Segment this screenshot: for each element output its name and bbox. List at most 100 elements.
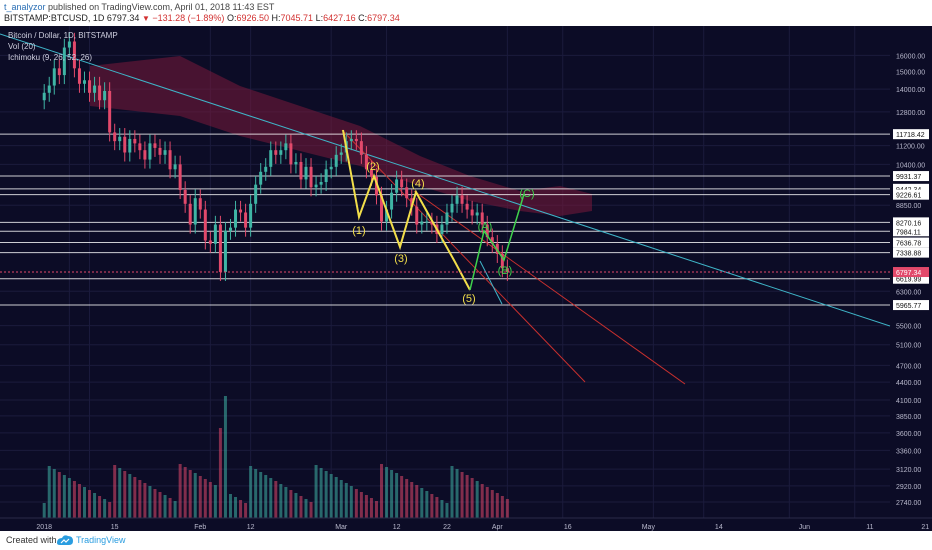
author-link[interactable]: t_analyzor bbox=[4, 2, 46, 12]
candle-body bbox=[168, 150, 172, 170]
candle-body bbox=[254, 184, 258, 204]
candle-body bbox=[319, 182, 323, 185]
candle-body bbox=[485, 224, 489, 238]
candle-body bbox=[203, 209, 207, 241]
volume-bar bbox=[72, 481, 76, 518]
volume-bar bbox=[440, 500, 444, 518]
level-price-box bbox=[893, 226, 929, 237]
price-chart[interactable]: 11718.429931.379442.349226.618270.167984… bbox=[0, 26, 932, 531]
low-value: 6427.16 bbox=[323, 13, 356, 23]
volume-bar bbox=[294, 493, 298, 518]
price-tick-label: 14000.00 bbox=[896, 87, 925, 94]
volume-bar bbox=[158, 492, 162, 518]
volume-bar bbox=[103, 499, 107, 518]
level-price-label: 8270.16 bbox=[896, 220, 921, 227]
volume-bar bbox=[485, 487, 489, 518]
chart-panel[interactable]: 11718.429931.379442.349226.618270.167984… bbox=[0, 26, 932, 531]
volume-bar bbox=[274, 481, 278, 518]
legend-volume: Vol (20) bbox=[8, 42, 36, 51]
corrective-wave-path bbox=[469, 193, 525, 291]
candle-body bbox=[133, 138, 137, 144]
tradingview-brand[interactable]: TradingView bbox=[76, 535, 126, 545]
price-tick-label: 11200.00 bbox=[896, 144, 925, 151]
candle-body bbox=[380, 195, 384, 222]
candle-body bbox=[143, 150, 147, 160]
candle-body bbox=[450, 203, 454, 213]
candle-body bbox=[495, 243, 499, 254]
candle-body bbox=[67, 41, 71, 48]
candle-body bbox=[359, 141, 363, 155]
volume-bar bbox=[244, 503, 248, 518]
candle-body bbox=[390, 192, 394, 210]
volume-bar bbox=[284, 487, 288, 518]
candle-body bbox=[158, 147, 162, 155]
candle-body bbox=[244, 212, 248, 228]
time-tick-label: 22 bbox=[443, 524, 451, 531]
tradingview-logo-icon bbox=[57, 535, 73, 545]
price-tick-label: 4400.00 bbox=[896, 380, 921, 387]
level-price-label: 6619.99 bbox=[896, 277, 921, 284]
candle-body bbox=[500, 253, 504, 269]
candle-body bbox=[430, 221, 434, 225]
time-tick-label: 16 bbox=[564, 524, 572, 531]
price-tick-label: 10400.00 bbox=[896, 162, 925, 169]
time-tick-label: 21 bbox=[921, 524, 929, 531]
volume-bar bbox=[390, 470, 394, 518]
volume-bar bbox=[228, 494, 232, 518]
candle-body bbox=[324, 169, 328, 183]
candle-body bbox=[173, 164, 177, 170]
candle-body bbox=[188, 203, 192, 225]
candle-body bbox=[284, 143, 288, 151]
candle-body bbox=[153, 143, 157, 148]
candle-body bbox=[349, 138, 353, 142]
volume-bar bbox=[400, 476, 404, 518]
volume-bar bbox=[314, 465, 318, 518]
volume-bar bbox=[218, 428, 222, 518]
candle-body bbox=[294, 161, 298, 165]
candle-body bbox=[470, 209, 474, 216]
level-price-box bbox=[893, 217, 929, 228]
volume-bar bbox=[480, 484, 484, 518]
ichimoku-cloud bbox=[90, 56, 592, 216]
candle-body bbox=[505, 268, 509, 272]
candle-body bbox=[72, 41, 76, 69]
candle-body bbox=[198, 198, 202, 210]
price-tick-label: 6300.00 bbox=[896, 289, 921, 296]
candle-body bbox=[369, 169, 373, 177]
volume-bar bbox=[113, 465, 117, 518]
time-tick-label: Apr bbox=[492, 524, 504, 531]
low-label: L: bbox=[315, 13, 324, 23]
volume-bar bbox=[425, 491, 429, 518]
candle-body bbox=[274, 150, 278, 155]
open-value: 6926.50 bbox=[236, 13, 270, 23]
candle-body bbox=[234, 209, 238, 228]
time-axis: 2018 15 Feb 12 Mar 12 22 Apr 16 May 14 Jun 11 21 bbox=[0, 517, 932, 531]
footer: Created with TradingView bbox=[0, 531, 932, 550]
candle-body bbox=[264, 166, 268, 172]
candle-body bbox=[148, 143, 152, 160]
price-tick-label: 8850.00 bbox=[896, 203, 921, 210]
candle-body bbox=[480, 212, 484, 225]
candle-body bbox=[309, 166, 313, 188]
time-tick-label: Feb bbox=[194, 524, 206, 531]
volume-bar bbox=[88, 490, 92, 518]
wave-label: (2) bbox=[366, 161, 379, 173]
candle-body bbox=[52, 68, 56, 86]
volume-bar bbox=[234, 497, 238, 518]
candle-body bbox=[440, 224, 444, 234]
volume-bar bbox=[208, 482, 212, 518]
candle-body bbox=[108, 90, 112, 133]
close-label: C: bbox=[358, 13, 368, 23]
candle-body bbox=[314, 184, 318, 188]
volume-bar bbox=[490, 490, 494, 518]
volume-bar bbox=[82, 487, 86, 518]
price-tick-label: 12800.00 bbox=[896, 110, 925, 117]
candle-body bbox=[213, 224, 217, 244]
candle-body bbox=[304, 166, 308, 180]
volume-bar bbox=[329, 474, 333, 518]
candle-body bbox=[98, 85, 102, 101]
candle-body bbox=[425, 221, 429, 223]
price-tick-label: 2920.00 bbox=[896, 484, 921, 491]
volume-bar bbox=[188, 470, 192, 518]
volume-bar bbox=[183, 467, 187, 518]
